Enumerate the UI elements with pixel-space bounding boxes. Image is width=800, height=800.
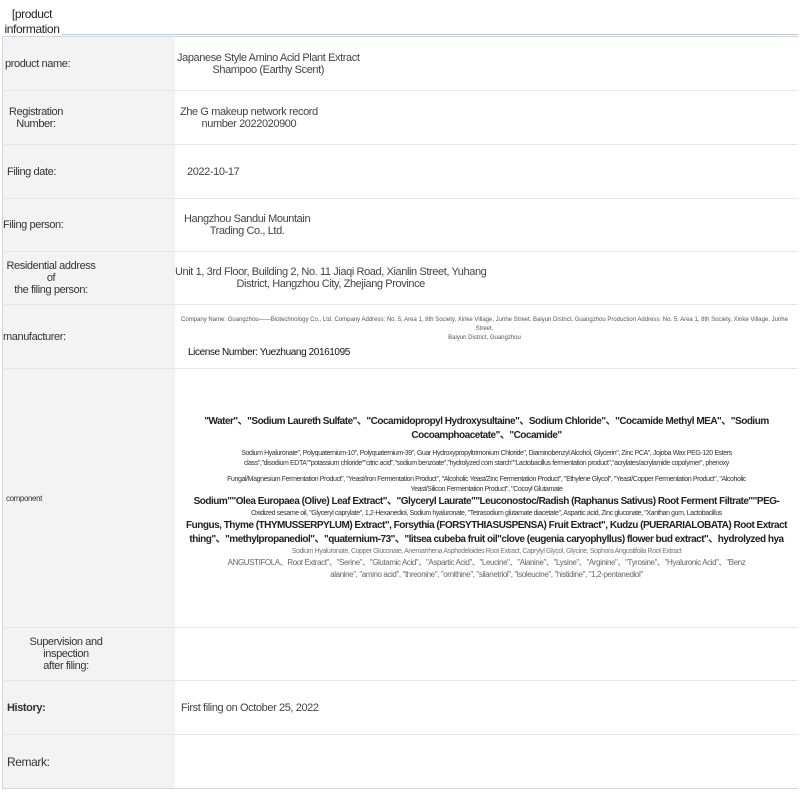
row-component: component "Water"、"Sodium Laureth Sulfat…: [2, 368, 798, 628]
row-supervision: Supervision and inspection after filing:: [2, 627, 798, 681]
ingredient-line: Oxidized sesame oil, "Glyceryl caprylate…: [251, 510, 722, 517]
value: Company Name: Guangzhou——Biotechnology C…: [175, 304, 798, 369]
value: Unit 1, 3rd Floor, Building 2, No. 11 Ji…: [175, 251, 798, 305]
value: Hangzhou Sandui Mountain Trading Co., Ltd…: [175, 198, 798, 252]
value: Japanese Style Amino Acid Plant Extract S…: [175, 36, 798, 91]
label-text: component: [6, 493, 42, 503]
ingredient-line: ANGUSTIFOLA、Root Extract"、"Serine"、"Glut…: [227, 558, 746, 567]
history-value: First filing on October 25, 2022: [181, 701, 319, 714]
section-title: [product information: [4, 7, 60, 36]
row-history: History: First filing on October 25, 202…: [2, 680, 798, 735]
ingredient-line: class","disodium EDTA""potassium chlorid…: [244, 460, 729, 467]
value: First filing on October 25, 2022: [175, 680, 798, 735]
value-line: Shampoo (Earthy Scent): [212, 63, 325, 76]
label-text: product name:: [5, 57, 71, 70]
filing-date-value: 2022-10-17: [187, 165, 240, 178]
value-line: Unit 1, 3rd Floor, Building 2, No. 11 Ji…: [175, 266, 487, 278]
label: Residential address of the filing person:: [2, 251, 175, 305]
label-text: Number:: [16, 117, 56, 130]
value: [175, 734, 798, 789]
value-line: Hangzhou Sandui Mountain: [184, 213, 311, 225]
ingredient-line: Fungus, Thyme (THYMUSSERPYLUM) Extract",…: [186, 520, 787, 531]
ingredient-line: thing"、"methylpropanediol"、"quaternium-7…: [189, 534, 784, 545]
ingredient-line: Fungal/Magnesium Fermentation Product", …: [227, 476, 746, 483]
row-address: Residential address of the filing person:…: [2, 251, 798, 305]
value-block: Unit 1, 3rd Floor, Building 2, No. 11 Ji…: [175, 266, 487, 290]
row-filing-person: Filing person: Hangzhou Sandui Mountain T…: [2, 198, 798, 252]
value-line: District, Hangzhou City, Zhejiang Provin…: [236, 278, 425, 290]
license-number: License Number: Yuezhuang 20161095: [188, 346, 350, 358]
row-registration: Registration Number: Zhe G makeup network…: [2, 90, 798, 145]
value-line: Trading Co., Ltd.: [209, 225, 285, 237]
row-remark: Remark:: [2, 734, 798, 789]
value-line: Zhe G makeup network record: [180, 105, 318, 118]
label-text: History:: [7, 701, 46, 714]
label-text: the filing person:: [14, 284, 88, 296]
label: Supervision and inspection after filing:: [2, 627, 175, 681]
ingredient-line: "Water"、"Sodium Laureth Sulfate"、"Cocami…: [204, 416, 769, 441]
label-text: Registration: [9, 105, 63, 118]
label-text: manufacturer:: [3, 330, 66, 343]
label-text: Filing person:: [3, 219, 64, 231]
value-block: Hangzhou Sandui Mountain Trading Co., Ltd…: [184, 213, 311, 237]
value-block: Japanese Style Amino Acid Plant Extract S…: [177, 52, 360, 76]
label-text: Filing date:: [7, 165, 57, 178]
value: 2022-10-17: [175, 144, 798, 199]
row-filing-date: Filing date: 2022-10-17: [2, 144, 798, 199]
label: Filing person:: [2, 198, 175, 252]
value: [175, 627, 798, 681]
company-info: Company Name: Guangzhou——Biotechnology C…: [181, 316, 788, 332]
label: Registration Number:: [2, 90, 175, 145]
label-text: Residential address of: [6, 260, 96, 284]
product-info-table: product name: Japanese Style Amino Acid …: [2, 36, 798, 789]
row-manufacturer: manufacturer: Company Name: Guangzhou——B…: [2, 304, 798, 369]
ingredient-line: alanine", "amino acid", "threonine", "or…: [330, 570, 643, 579]
value-line: Japanese Style Amino Acid Plant Extract: [177, 51, 360, 64]
component-list: "Water"、"Sodium Laureth Sulfate"、"Cocami…: [175, 368, 798, 628]
divider: [62, 34, 798, 35]
label: Remark:: [2, 734, 175, 789]
label-text: Remark:: [7, 754, 50, 769]
label-text: Supervision and inspection: [29, 636, 103, 660]
value-block: Zhe G makeup network record number 202202…: [180, 106, 318, 130]
label: product name:: [2, 36, 175, 91]
label: History:: [2, 680, 175, 735]
company-info: Baiyun District, Guangzhou: [448, 334, 521, 341]
ingredient-line: Sodium Hyaluronate, Copper Gluconate, An…: [291, 548, 682, 555]
ingredient-line: Sodium""Olea Europaea (Olive) Leaf Extra…: [193, 496, 780, 507]
ingredient-line: Sodium Hyaluronate", Polyquaternium-10",…: [241, 450, 732, 457]
label: component: [2, 368, 175, 628]
row-product-name: product name: Japanese Style Amino Acid …: [2, 36, 798, 91]
ingredient-line: Yeast/Silicon Fermentation Product", "Co…: [410, 486, 563, 493]
value: Zhe G makeup network record number 202202…: [175, 90, 798, 145]
label: Filing date:: [2, 144, 175, 199]
label-text: after filing:: [43, 660, 89, 672]
value-line: number 2022020900: [201, 117, 297, 130]
label: manufacturer:: [2, 304, 175, 369]
